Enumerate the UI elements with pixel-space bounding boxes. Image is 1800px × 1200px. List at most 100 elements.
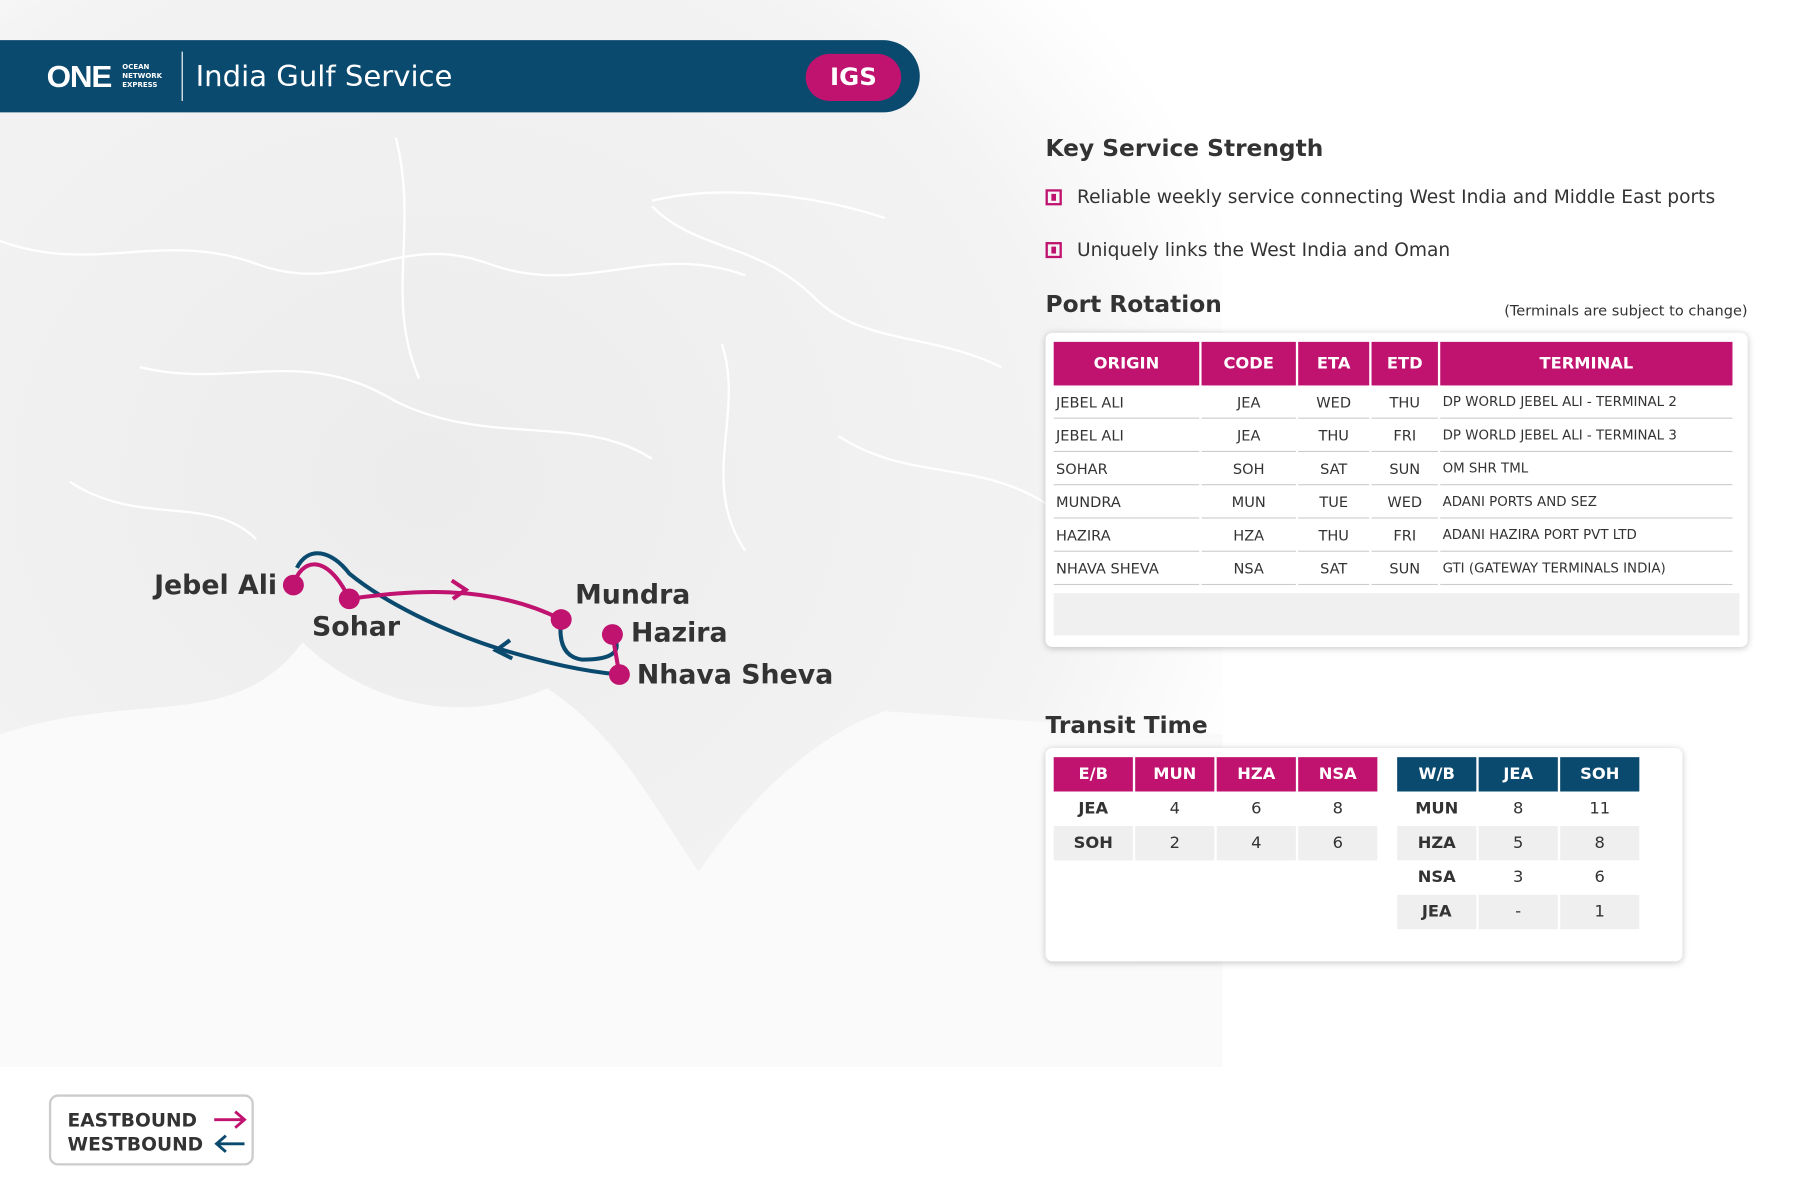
table-cell: NSA [1397, 860, 1477, 895]
column-header: JEA [1478, 757, 1558, 792]
port-label: Mundra [575, 580, 690, 611]
table-cell: JEA [1053, 791, 1133, 826]
service-code-badge: IGS [805, 53, 902, 101]
table-cell: TUE [1298, 485, 1370, 519]
logo-line: OCEAN [122, 63, 150, 72]
table-row: MUNDRA MUN TUE WED ADANI PORTS AND SEZ [1053, 485, 1733, 519]
logo-subtitle: OCEAN NETWORK EXPRESS [122, 63, 162, 91]
column-header: W/B [1397, 757, 1477, 792]
strength-text: Reliable weekly service connecting West … [1076, 185, 1716, 208]
table-cell: MUN [1397, 791, 1477, 826]
legend-label: EASTBOUND [67, 1109, 198, 1132]
table-cell: MUN [1201, 485, 1296, 519]
section-title: Key Service Strength [1045, 134, 1324, 162]
logo-line: NETWORK [122, 72, 163, 81]
table-cell: 1 [1560, 894, 1640, 930]
eastbound-table: E/B MUN HZA NSA JEA 4 6 8 SOH 2 4 6 [1051, 757, 1379, 861]
header-bar [0, 40, 920, 113]
table-cell: SOH [1053, 825, 1133, 861]
column-header: ETA [1298, 341, 1370, 386]
logo: ONE [46, 59, 113, 95]
table-cell: 4 [1135, 791, 1215, 826]
table-cell: 6 [1560, 860, 1640, 895]
strength-item: Reliable weekly service connecting West … [1045, 185, 1716, 208]
table-cell: DP WORLD JEBEL ALI - TERMINAL 2 [1440, 385, 1733, 419]
table-cell: SUN [1371, 452, 1438, 486]
table-cell: NSA [1201, 552, 1296, 586]
strength-item: Uniquely links the West India and Oman [1045, 238, 1451, 261]
table-cell: 11 [1560, 791, 1640, 826]
table-cell: 3 [1478, 860, 1558, 895]
table-cell: FRI [1371, 419, 1438, 452]
section-title: Transit Time [1045, 711, 1208, 739]
table-cell: JEBEL ALI [1053, 385, 1200, 419]
table-cell: ADANI HAZIRA PORT PVT LTD [1440, 519, 1733, 552]
table-cell: OM SHR TML [1440, 452, 1733, 486]
port-dot [550, 609, 572, 630]
table-cell: 2 [1135, 825, 1215, 861]
port-dot [282, 574, 304, 596]
port-label: Sohar [312, 612, 401, 643]
table-cell: SAT [1298, 452, 1370, 486]
bullet-icon [1045, 188, 1062, 205]
table-row: JEA 4 6 8 [1053, 791, 1378, 826]
column-header: TERMINAL [1440, 341, 1733, 386]
port-label: Jebel Ali [152, 570, 277, 601]
port-label: Nhava Sheva [637, 660, 833, 691]
table-cell: HAZIRA [1053, 519, 1200, 552]
westbound-table: W/B JEA SOH MUN 8 11 HZA 5 8 NSA 3 6 JEA -1 [1395, 757, 1642, 930]
legend: EASTBOUND WESTBOUND [48, 1094, 254, 1166]
column-header: ETD [1371, 341, 1438, 386]
table-row: HAZIRA HZA THU FRI ADANI HAZIRA PORT PVT LTD [1053, 519, 1733, 552]
column-header: E/B [1053, 757, 1133, 792]
table-cell: MUNDRA [1053, 485, 1200, 519]
table-cell: HZA [1201, 519, 1296, 552]
table-cell: JEA [1201, 419, 1296, 452]
column-header: SOH [1560, 757, 1640, 792]
table-cell: JEA [1397, 894, 1477, 930]
table-cell: THU [1298, 419, 1370, 452]
table-row: NSA 3 6 [1397, 860, 1640, 895]
column-header: NSA [1298, 757, 1378, 792]
table-row: HZA 5 8 [1397, 825, 1640, 861]
strength-text: Uniquely links the West India and Oman [1076, 238, 1451, 261]
table-row: MUN 8 11 [1397, 791, 1640, 826]
table-cell: FRI [1371, 519, 1438, 552]
table-cell: 6 [1298, 825, 1378, 861]
legend-arrows [214, 1110, 247, 1153]
table-cell: - [1478, 894, 1558, 930]
port-dot [338, 588, 360, 610]
table-cell: 8 [1298, 791, 1378, 826]
table-cell: THU [1298, 519, 1370, 552]
port-dot [601, 624, 623, 645]
table-row: JEBEL ALI JEA THU FRI DP WORLD JEBEL ALI - T… [1053, 419, 1733, 452]
westbound-route [295, 551, 620, 677]
table-cell: DP WORLD JEBEL ALI - TERMINAL 3 [1440, 419, 1733, 452]
eastbound-route [291, 562, 563, 622]
table-cell: WED [1298, 385, 1370, 419]
column-header: CODE [1201, 341, 1296, 386]
port-dot [608, 664, 630, 685]
table-cell: 4 [1216, 825, 1296, 861]
column-header: MUN [1135, 757, 1215, 792]
bullet-icon [1045, 241, 1062, 258]
logo-line: EXPRESS [122, 81, 158, 90]
sea [0, 642, 1223, 1067]
table-cell: SUN [1371, 552, 1438, 586]
table-footer [1053, 593, 1740, 636]
column-header: HZA [1216, 757, 1296, 792]
table-cell: HZA [1397, 825, 1477, 861]
westbound-arrow [492, 638, 514, 661]
westbound-arrow [214, 1134, 245, 1153]
table-cell: 6 [1216, 791, 1296, 826]
table-cell: WED [1371, 485, 1438, 519]
header-row: W/B JEA SOH [1397, 757, 1640, 792]
table-cell: GTI (GATEWAY TERMINALS INDIA) [1440, 552, 1733, 586]
legend-label: WESTBOUND [67, 1133, 204, 1156]
table-row: NHAVA SHEVA NSA SAT SUN GTI (GATEWAY TERMINA… [1053, 552, 1733, 586]
table-cell: SOHAR [1053, 452, 1200, 486]
port-label: Hazira [631, 617, 728, 648]
